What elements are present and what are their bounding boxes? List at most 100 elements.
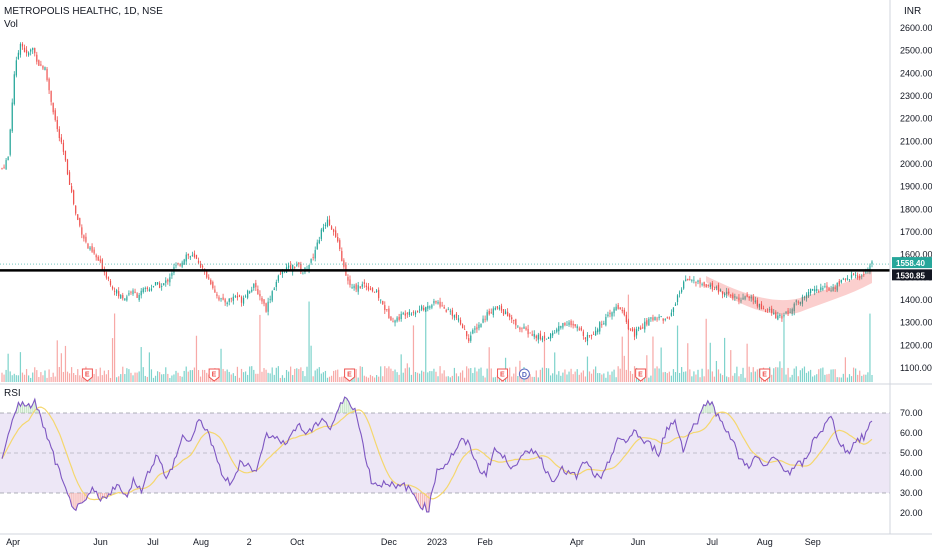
overbought-fill xyxy=(711,401,713,413)
volume-bar xyxy=(304,376,306,382)
candle xyxy=(390,316,392,321)
candle xyxy=(38,59,40,66)
time-axis[interactable]: Apr Jun Jul Aug 2 Oct Dec 2023 Feb Apr Jun Jul Aug Se… xyxy=(6,537,821,547)
candle xyxy=(603,320,605,325)
volume-bar xyxy=(398,374,400,382)
candle xyxy=(285,263,288,274)
volume-bar xyxy=(515,366,517,382)
candle xyxy=(703,281,705,288)
volume-bar xyxy=(752,367,754,382)
oversold-fill xyxy=(417,493,420,504)
volume-bar xyxy=(185,366,187,382)
volume-bar xyxy=(236,366,239,382)
candle xyxy=(91,243,93,253)
volume-bar xyxy=(361,366,363,382)
candle xyxy=(746,292,748,298)
candle xyxy=(623,307,625,317)
candle xyxy=(842,277,844,281)
volume-bar xyxy=(310,345,312,382)
candle xyxy=(353,283,355,291)
svg-text:E: E xyxy=(347,372,352,379)
candle xyxy=(447,307,449,311)
candle xyxy=(498,305,501,311)
candle xyxy=(42,65,44,70)
candle xyxy=(361,281,363,290)
candle xyxy=(431,303,433,310)
rsi-label[interactable]: RSI xyxy=(4,388,21,399)
volume-label[interactable]: Vol xyxy=(4,19,18,30)
candle xyxy=(762,305,765,310)
volume-bar xyxy=(468,368,470,382)
price-tick-label: 2300.00 xyxy=(900,91,932,101)
volume-bar xyxy=(159,372,161,382)
volume-bar xyxy=(507,374,509,382)
volume-bar xyxy=(138,371,140,382)
volume-bar xyxy=(816,374,818,382)
earnings-marker[interactable]: E xyxy=(497,368,509,382)
symbol-title[interactable]: METROPOLIS HEALTHC, 1D, NSE xyxy=(4,6,163,17)
candle xyxy=(490,308,492,314)
price-tick-label: 1300.00 xyxy=(900,318,932,328)
volume-bar xyxy=(197,370,200,382)
candle xyxy=(674,302,677,306)
rsi-pane[interactable] xyxy=(0,396,890,513)
dividend-marker[interactable]: D xyxy=(518,368,530,380)
volume-bar xyxy=(545,368,548,382)
candle xyxy=(545,338,548,340)
volume-bar xyxy=(867,372,869,382)
volume-bar xyxy=(308,301,310,382)
volume-bar xyxy=(560,375,562,382)
candle xyxy=(60,134,62,145)
candle xyxy=(111,285,114,291)
earnings-marker[interactable]: E xyxy=(759,368,771,382)
price-tick-label: 1200.00 xyxy=(900,340,932,350)
earnings-marker[interactable]: E xyxy=(81,368,93,382)
candle xyxy=(373,291,376,293)
volume-bar xyxy=(654,368,656,382)
volume-bar xyxy=(93,373,95,382)
candle xyxy=(615,303,617,311)
rsi-overbought-oversold-fills xyxy=(15,397,715,512)
volume-bar xyxy=(365,376,367,382)
volume-bar xyxy=(267,372,269,382)
volume-bar xyxy=(394,369,396,382)
time-tick-label: Jun xyxy=(631,537,646,547)
candle xyxy=(279,270,282,275)
volume-bar xyxy=(9,371,11,382)
volume-bar xyxy=(597,373,599,382)
candle xyxy=(238,294,241,298)
volume-bar xyxy=(144,375,146,382)
volume-bar xyxy=(695,374,697,382)
candle xyxy=(439,297,441,309)
last-price-tag: 1558.40 xyxy=(892,257,932,269)
volume-bar xyxy=(406,363,408,382)
volume-bar xyxy=(251,366,253,382)
earnings-marker[interactable]: E xyxy=(344,368,356,382)
candle xyxy=(197,257,200,264)
candle xyxy=(414,310,417,318)
candle xyxy=(468,334,470,344)
candle xyxy=(375,288,378,293)
candle xyxy=(179,263,181,267)
price-tick-label: 1100.00 xyxy=(900,363,932,373)
volume-bar xyxy=(437,376,439,382)
support-price-label: 1530.85 xyxy=(896,271,925,280)
price-axis[interactable]: 2600.00 2500.00 2400.00 2300.00 2200.00 2100.… xyxy=(900,23,932,373)
volume-bar xyxy=(820,368,822,382)
candle xyxy=(699,277,701,288)
volume-bar xyxy=(543,339,546,382)
rsi-axis[interactable]: 70.00 60.00 50.00 40.00 30.00 20.00 xyxy=(900,408,923,518)
volume-bar xyxy=(70,367,73,382)
volume-bar xyxy=(611,371,613,382)
candle xyxy=(668,316,670,320)
earnings-marker[interactable]: E xyxy=(635,368,647,382)
earnings-marker[interactable]: E xyxy=(208,368,220,382)
candle xyxy=(154,282,157,286)
candle xyxy=(814,285,816,296)
volume-bar xyxy=(807,371,810,382)
volume-bar xyxy=(242,372,245,382)
oversold-fill xyxy=(106,493,108,499)
candle xyxy=(396,316,398,323)
